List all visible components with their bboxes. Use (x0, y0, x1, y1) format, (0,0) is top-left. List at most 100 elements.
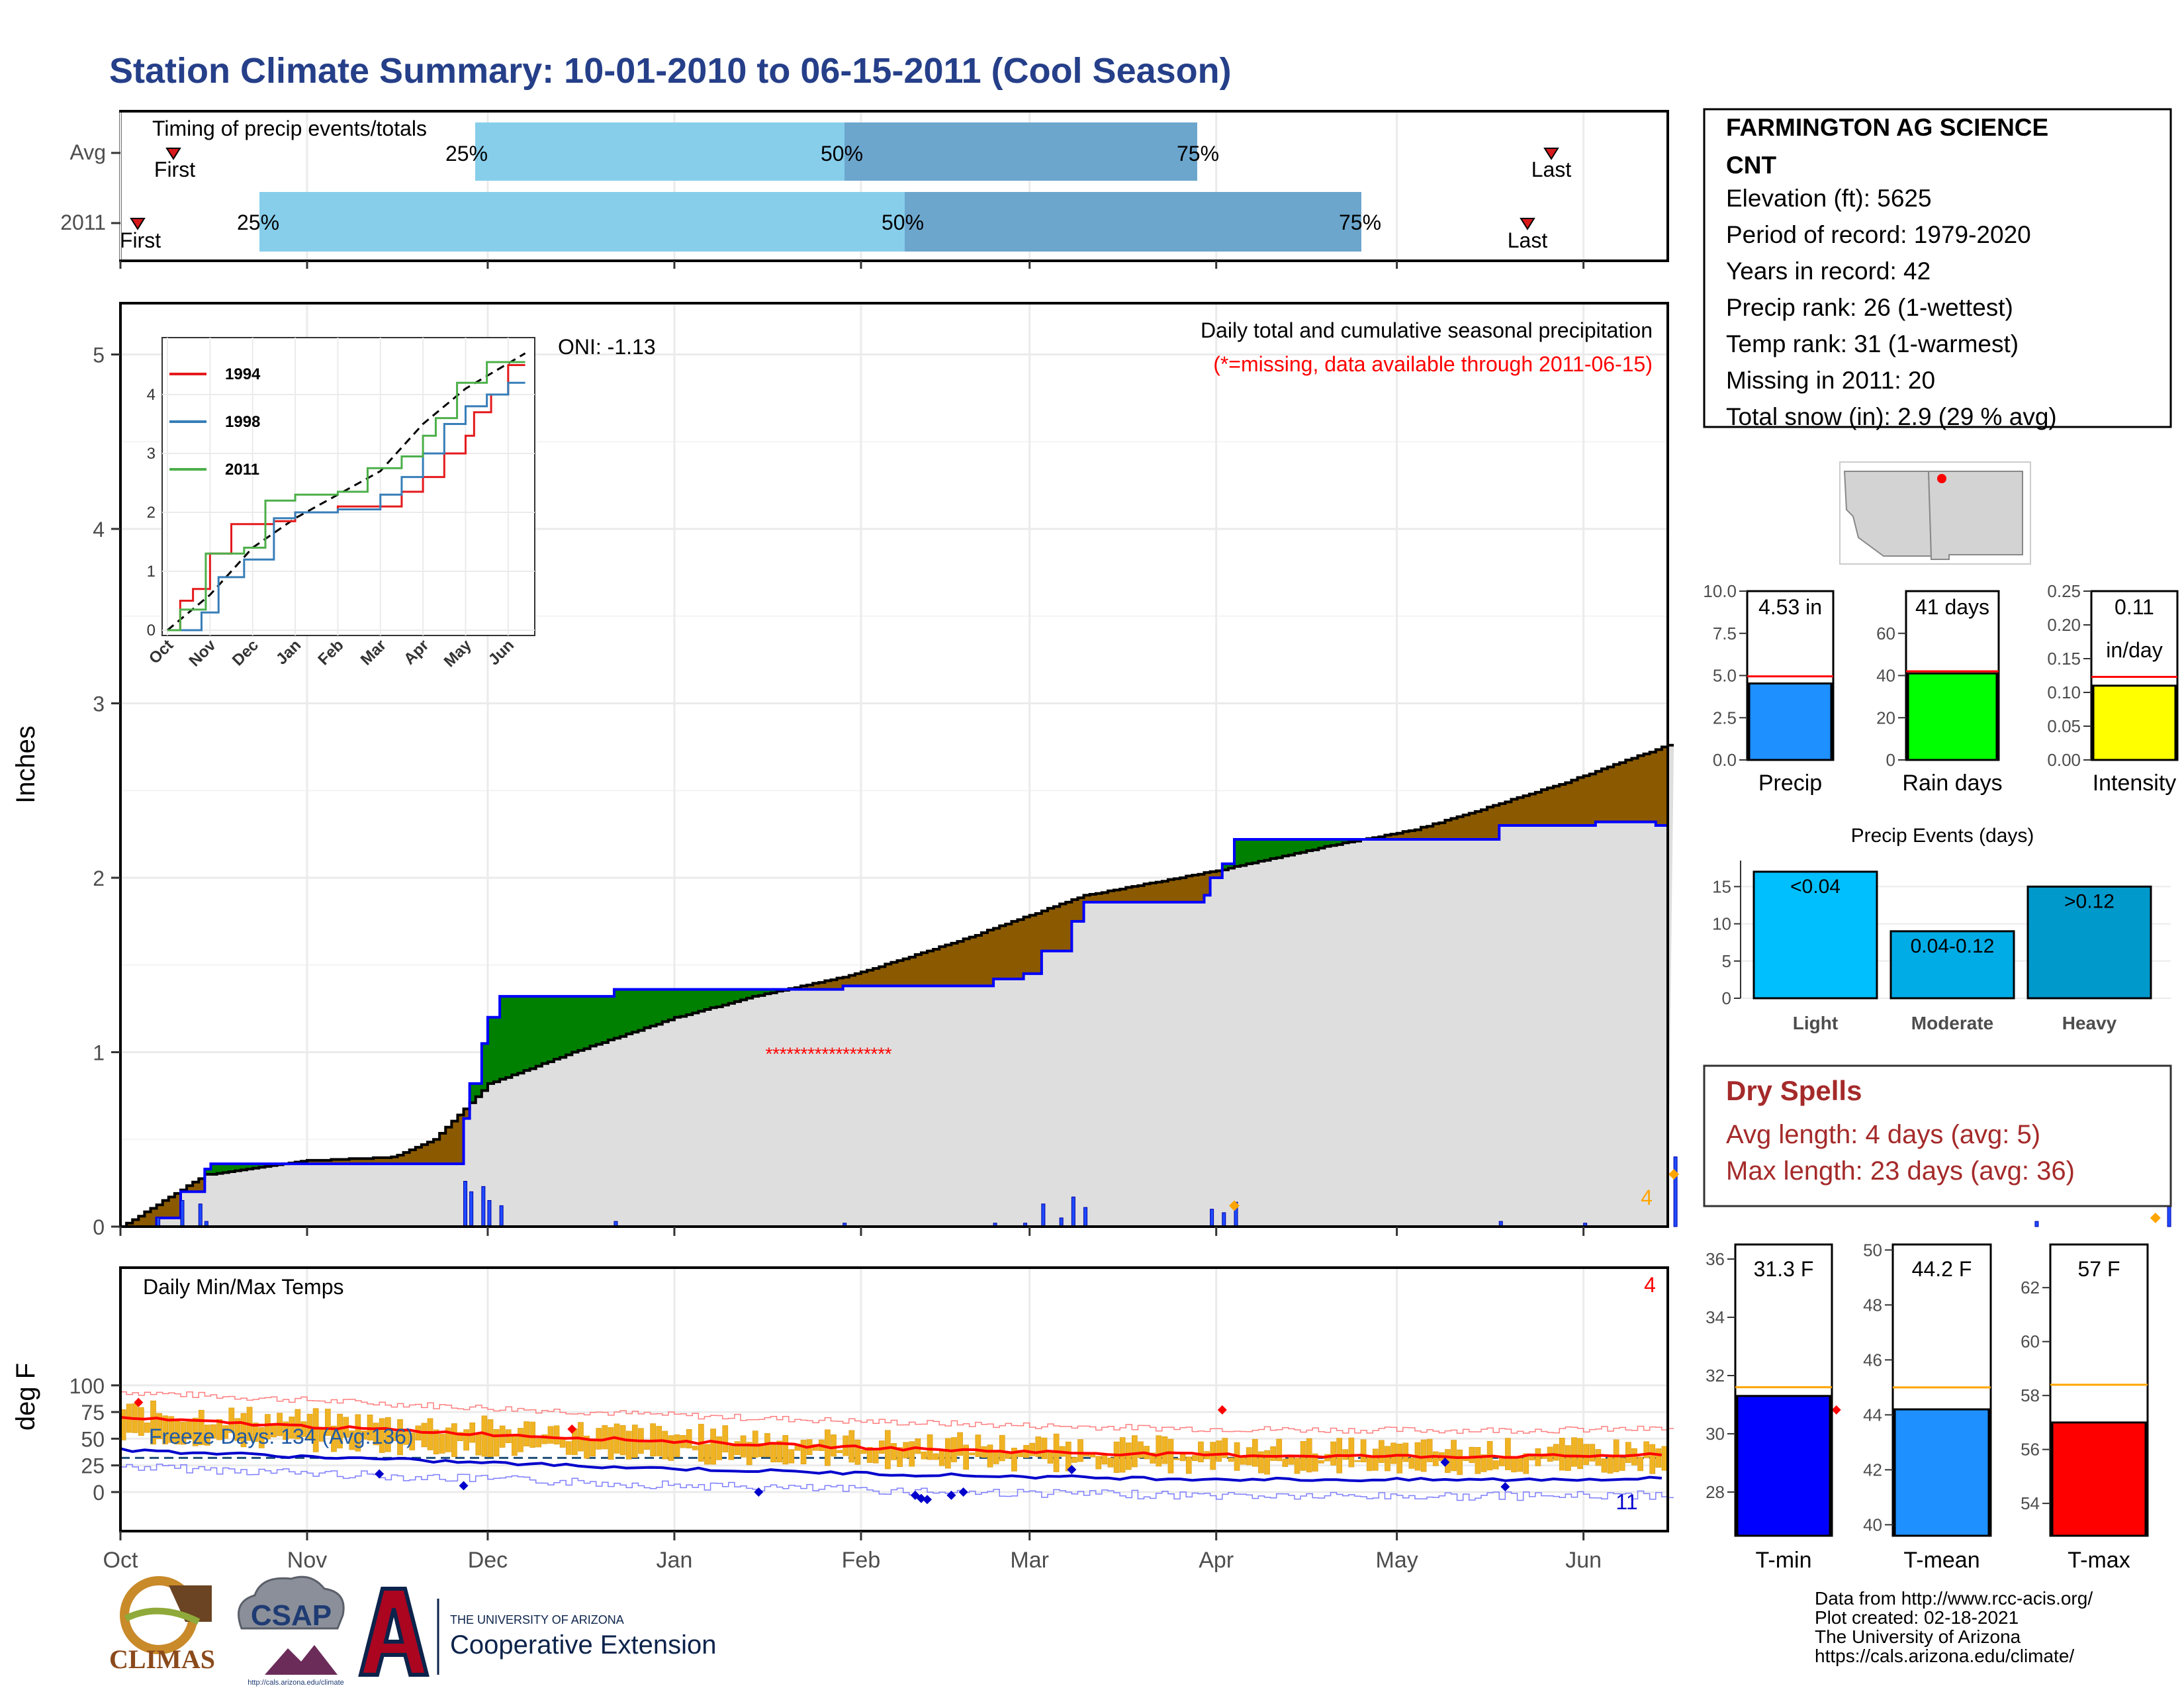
precip-base-fill (247, 1168, 253, 1227)
climas-logo: CLIMAS (109, 1576, 215, 1674)
precip-base-fill (800, 989, 807, 1227)
precip-missing-marker: * (815, 1044, 822, 1064)
temp-daily-bar (800, 1440, 807, 1464)
temp-bar-ytick-label: 28 (1706, 1482, 1725, 1502)
events-bar-label: >0.12 (2064, 890, 2115, 912)
temp-daily-bar (451, 1423, 457, 1457)
temp-ytick-label: 75 (81, 1401, 105, 1425)
precip-base-fill (1132, 902, 1139, 1227)
temp-daily-bar (150, 1400, 156, 1445)
precip-daily-bar (463, 1180, 468, 1227)
precip-base-fill (271, 1165, 278, 1227)
mini-bar-value: 41 days (1915, 595, 1989, 619)
precip-below-avg-fill (842, 976, 850, 986)
temp-daily-bar (265, 1414, 271, 1440)
precip-base-fill (283, 1164, 290, 1227)
temp-daily-bar (885, 1430, 891, 1470)
precip-base-fill (523, 1070, 531, 1227)
temp-bar (1893, 1408, 1990, 1537)
precip-base-fill (373, 1164, 380, 1227)
precip-base-fill (325, 1164, 332, 1227)
precip-below-avg-fill (1553, 785, 1560, 825)
precip-base-fill (228, 1170, 236, 1227)
temp-daily-bar (283, 1421, 289, 1440)
precip-missing-marker: * (856, 1044, 864, 1064)
mini-bar-ytick-label: 0.05 (2047, 716, 2081, 736)
precip-above-avg-fill (205, 1169, 212, 1174)
precip-above-avg-fill (1264, 839, 1271, 860)
ua-extension: Cooperative Extension (450, 1630, 716, 1660)
precip-base-fill (168, 1217, 175, 1227)
precip-base-fill (205, 1174, 212, 1227)
mini-bar-value: 4.53 in (1758, 595, 1822, 619)
temp-daily-bar (921, 1451, 927, 1460)
temp-bar-ytick-label: 56 (2021, 1440, 2040, 1460)
precip-ytick-label: 3 (93, 692, 105, 716)
temp-daily-bar (1035, 1436, 1042, 1457)
timing-avg-last-label: Last (1531, 158, 1572, 181)
station-info-line: Precip rank: 26 (1-wettest) (1726, 294, 2013, 321)
precip-base-fill (187, 1192, 193, 1227)
precip-base-fill (668, 1019, 675, 1227)
precip-above-avg-fill (632, 989, 639, 1032)
precip-base-fill (1107, 902, 1115, 1227)
precip-base-fill (216, 1172, 224, 1227)
precip-missing-marker: * (829, 1044, 836, 1064)
precip-missing-marker: * (772, 1044, 780, 1064)
precip-base-fill (734, 1001, 741, 1227)
mini-bar (2092, 684, 2177, 761)
precip-base-fill (1661, 825, 1668, 1227)
precip-missing-marker: * (885, 1044, 892, 1064)
precip-base-fill (277, 1164, 284, 1227)
precip-below-avg-fill (1427, 825, 1433, 840)
precip-below-avg-fill (174, 1193, 181, 1218)
precip-below-avg-fill (409, 1149, 416, 1164)
timing-2011-first-marker (130, 218, 146, 230)
precip-base-fill (295, 1164, 302, 1227)
precip-base-fill (1427, 839, 1433, 1227)
precip-above-avg-fill (1282, 839, 1289, 856)
precip-base-fill (1336, 844, 1343, 1227)
temp-bar-value: 31.3 F (1754, 1257, 1814, 1281)
temp-daily-bar (1251, 1438, 1258, 1467)
temp-daily-bar (162, 1415, 169, 1444)
precip-base-fill (584, 1048, 591, 1227)
ua-block-a-icon (358, 1587, 430, 1677)
precip-above-avg-fill (234, 1164, 242, 1170)
precip-below-avg-fill (963, 939, 970, 986)
mini-bar-ytick-label: 0.10 (2047, 682, 2081, 702)
temp-daily-bar (722, 1425, 729, 1452)
footer-line-1: Data from http://www.rcc-acis.org/ (1815, 1588, 2093, 1609)
temp-daily-bar (1379, 1440, 1385, 1464)
precip-base-fill (1270, 858, 1277, 1227)
precip-base-fill (1023, 973, 1030, 1227)
temp-daily-bar (337, 1413, 343, 1448)
page-title: Station Climate Summary: 10-01-2010 to 0… (109, 51, 1232, 91)
precip-below-avg-fill (156, 1204, 163, 1218)
precip-above-avg-fill (656, 989, 663, 1024)
temp-daily-bar (1150, 1452, 1156, 1464)
precip-base-fill (1114, 902, 1120, 1227)
events-xtick-label: Light (1793, 1013, 1838, 1033)
events-bar (1752, 870, 1878, 1000)
precip-below-avg-fill (1469, 812, 1476, 840)
temp-daily-bar (1637, 1456, 1643, 1472)
precip-base-fill (957, 986, 964, 1227)
precip-base-fill (1608, 821, 1614, 1227)
precip-base-fill (1529, 825, 1536, 1227)
precip-below-avg-fill (891, 962, 898, 986)
precip-below-avg-fill (1066, 902, 1072, 951)
precip-below-avg-fill (1126, 887, 1132, 902)
precip-above-avg-fill (469, 1083, 477, 1103)
precip-base-fill (969, 986, 976, 1227)
record-low-marker (1067, 1465, 1077, 1475)
temp-daily-bar (228, 1407, 235, 1433)
temp-daily-bar (180, 1421, 187, 1445)
precip-below-avg-fill (951, 943, 958, 986)
precip-base-fill (554, 1058, 561, 1227)
precip-below-avg-fill (463, 1108, 471, 1119)
precip-base-fill (512, 1074, 519, 1227)
precip-below-avg-fill (126, 1223, 133, 1227)
temp-daily-bar (1511, 1458, 1517, 1473)
